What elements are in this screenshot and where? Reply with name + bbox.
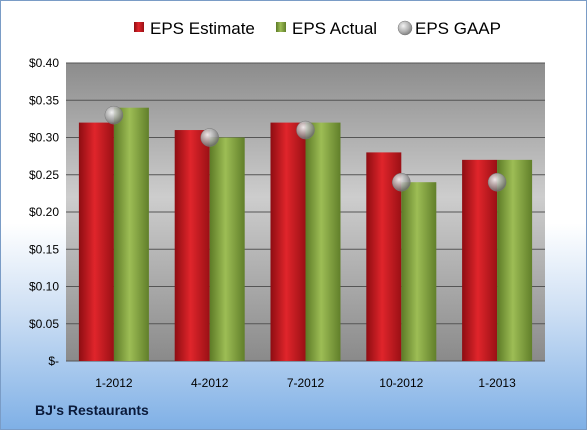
bar-eps-estimate (174, 130, 210, 361)
legend-swatch (276, 22, 286, 32)
y-tick-label: $- (48, 354, 59, 368)
legend-label: EPS Actual (292, 19, 377, 38)
bar-eps-actual (113, 107, 149, 361)
bar-eps-estimate (462, 159, 498, 361)
bar-eps-estimate (270, 122, 306, 361)
x-tick-label: 4-2012 (191, 376, 229, 390)
marker-eps-gaap (104, 105, 124, 125)
x-tick-label: 1-2012 (95, 376, 133, 390)
legend-label: EPS Estimate (150, 19, 255, 38)
y-tick-label: $0.35 (29, 93, 59, 107)
company-name: BJ's Restaurants (35, 402, 149, 418)
y-tick-label: $0.25 (29, 168, 59, 182)
y-tick-label: $0.15 (29, 242, 59, 256)
y-tick-label: $0.30 (29, 131, 59, 145)
x-tick-label: 1-2013 (478, 376, 516, 390)
y-tick-label: $0.20 (29, 205, 59, 219)
y-tick-label: $0.05 (29, 317, 59, 331)
bars (78, 107, 533, 361)
bar-eps-actual (401, 182, 437, 361)
y-tick-label: $0.40 (29, 56, 59, 70)
legend-label: EPS GAAP (415, 19, 501, 38)
bar-eps-estimate (78, 122, 114, 361)
bar-eps-actual (497, 159, 533, 361)
y-tick-label: $0.10 (29, 280, 59, 294)
legend: EPS Estimate EPS Actual EPS GAAP (134, 19, 501, 38)
marker-eps-gaap (392, 172, 411, 192)
marker-eps-gaap (200, 128, 219, 147)
marker-eps-gaap (487, 172, 507, 192)
x-tick-label: 7-2012 (287, 376, 325, 390)
marker-eps-gaap (296, 120, 315, 140)
bar-eps-actual (305, 122, 341, 361)
x-tick-label: 10-2012 (379, 376, 423, 390)
x-axis-ticks: 1-2012 4-2012 7-2012 10-2012 1-2013 (95, 376, 516, 390)
y-axis-ticks: $- $0.05 $0.10 $0.15 $0.20 $0.25 $0.30 $0.35 $0.… (29, 56, 59, 368)
gaap-markers (104, 105, 507, 192)
legend-swatch (397, 20, 413, 36)
bar-eps-actual (209, 137, 245, 361)
legend-swatch (134, 22, 144, 32)
